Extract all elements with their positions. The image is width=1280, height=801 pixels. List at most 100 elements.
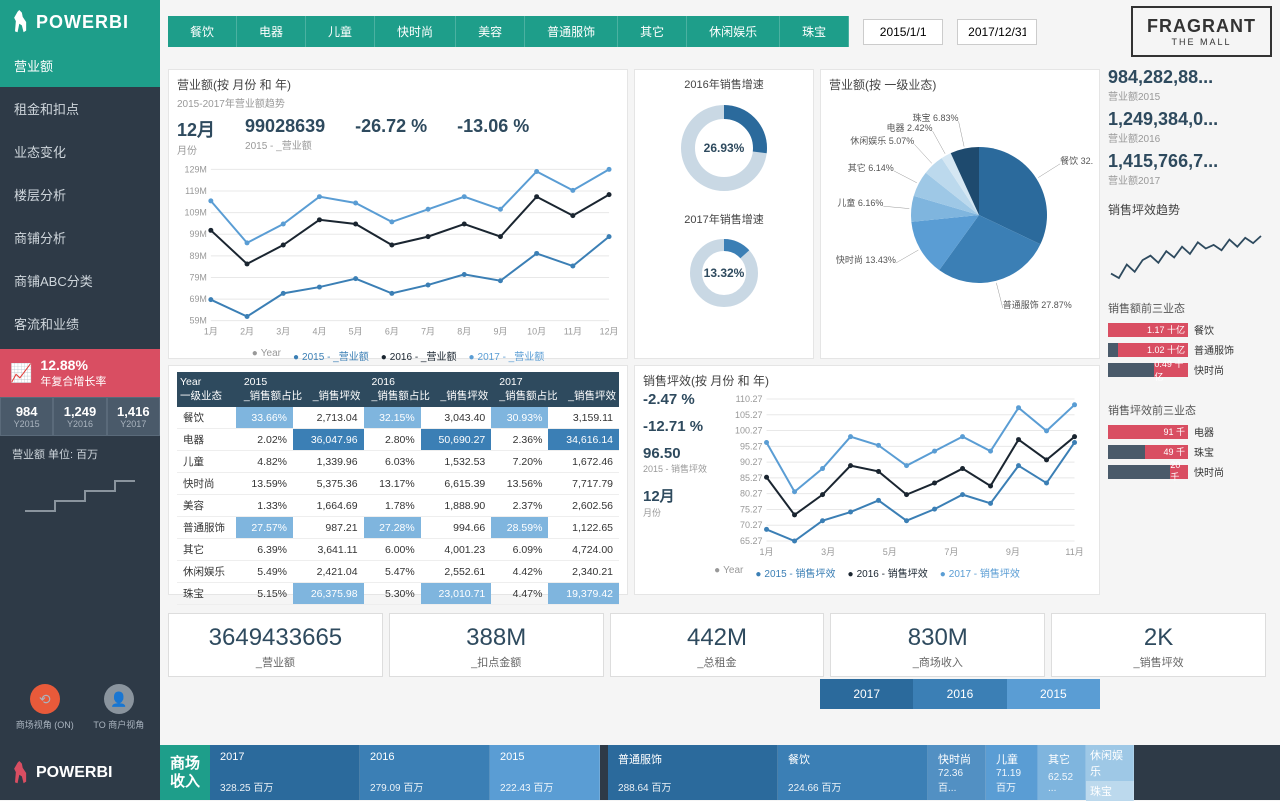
year-cell[interactable]: 1,416Y2017 — [107, 397, 160, 436]
treemap-seg[interactable]: 餐饮224.66 百万 — [778, 745, 928, 800]
logo: POWERBI — [0, 0, 160, 44]
top3-title: 销售额前三业态 — [1108, 300, 1264, 316]
svg-text:7月: 7月 — [421, 327, 435, 337]
top3-bar: 49 千 珠宝 — [1108, 444, 1264, 459]
treemap-seg[interactable]: 儿童71.19 百万 — [986, 745, 1038, 800]
tab-普通服饰[interactable]: 普通服饰 — [525, 16, 618, 47]
svg-text:109M: 109M — [185, 208, 207, 218]
nav-6[interactable]: 客流和业绩 — [0, 302, 160, 345]
bottom-logo: POWERBI — [0, 745, 160, 800]
tab-美容[interactable]: 美容 — [456, 16, 525, 47]
stat: 990286392015 - _营业额 — [245, 116, 325, 157]
svg-text:69M: 69M — [189, 294, 206, 304]
svg-text:其它 6.14%: 其它 6.14% — [848, 162, 894, 173]
svg-text:129M: 129M — [185, 164, 207, 174]
svg-text:9月: 9月 — [493, 327, 507, 337]
treemap-seg[interactable]: 2016279.09 百万 — [360, 745, 490, 800]
svg-text:13.32%: 13.32% — [704, 266, 745, 280]
top3-bar: 20 千 快时尚 — [1108, 464, 1264, 479]
top3-bar: 1.17 十亿 餐饮 — [1108, 322, 1264, 337]
treemap-seg[interactable]: 珠宝 — [1086, 781, 1134, 801]
svg-text:70.27: 70.27 — [740, 520, 763, 530]
year-total: 984,282,88...营业额2015 — [1108, 67, 1264, 103]
category-tabs: 餐饮电器儿童快时尚美容普通服饰其它休闲娱乐珠宝 — [168, 16, 849, 47]
svg-text:80.27: 80.27 — [740, 489, 763, 499]
bottom-treemap: POWERBI 商场收入 2017328.25 百万2016279.09 百万2… — [0, 745, 1280, 800]
tab-休闲娱乐[interactable]: 休闲娱乐 — [687, 16, 780, 47]
nav-2[interactable]: 业态变化 — [0, 130, 160, 173]
eff-stat: 96.502015 - 销售坪效 — [643, 445, 718, 475]
year-tab[interactable]: 2015 — [1007, 679, 1100, 709]
svg-text:9月: 9月 — [1006, 547, 1020, 557]
nav-4[interactable]: 商铺分析 — [0, 216, 160, 259]
kpi-card: 2K_销售坪效 — [1051, 613, 1266, 677]
svg-text:110.27: 110.27 — [736, 394, 763, 404]
tab-珠宝[interactable]: 珠宝 — [780, 16, 849, 47]
step-sparkline — [12, 476, 148, 516]
stat: 12月月份 — [177, 116, 215, 157]
svg-text:10月: 10月 — [527, 327, 546, 337]
treemap-seg[interactable]: 普通服饰288.64 百万 — [608, 745, 778, 800]
view-toggle-1[interactable]: 👤TO 商户视角 — [93, 684, 144, 731]
nav-5[interactable]: 商铺ABC分类 — [0, 259, 160, 302]
tab-餐饮[interactable]: 餐饮 — [168, 16, 237, 47]
year-total: 1,249,384,0...营业额2016 — [1108, 109, 1264, 145]
treemap-seg[interactable]: 休闲娱乐 — [1086, 745, 1134, 781]
bottom-label: 商场收入 — [160, 745, 210, 800]
topbar: 餐饮电器儿童快时尚美容普通服饰其它休闲娱乐珠宝 FRAGRANT THE MAL… — [168, 6, 1272, 57]
nav-0[interactable]: 营业额 — [0, 44, 160, 87]
svg-text:1月: 1月 — [759, 547, 773, 557]
treemap-seg[interactable]: 2015222.43 百万 — [490, 745, 600, 800]
view-toggle-0[interactable]: ⟲商场视角 (ON) — [16, 684, 74, 731]
top3-title: 销售坪效前三业态 — [1108, 402, 1264, 418]
svg-text:5月: 5月 — [349, 327, 363, 337]
right-panel: 984,282,88...营业额2015 1,249,384,0...营业额201… — [1106, 63, 1266, 607]
main-content: 餐饮电器儿童快时尚美容普通服饰其它休闲娱乐珠宝 FRAGRANT THE MAL… — [160, 0, 1280, 745]
brand-logo: FRAGRANT THE MALL — [1131, 6, 1272, 57]
svg-text:12月: 12月 — [600, 327, 619, 337]
svg-text:11月: 11月 — [564, 327, 582, 337]
sales-line-chart: 营业额(按 月份 和 年) 2015-2017年营业额趋势 12月月份99028… — [168, 69, 628, 359]
kpi-card: 388M_扣点金额 — [389, 613, 604, 677]
svg-text:2月: 2月 — [240, 327, 254, 337]
year-tab[interactable]: 2016 — [913, 679, 1006, 709]
svg-text:珠宝 6.83%: 珠宝 6.83% — [913, 112, 959, 123]
tab-电器[interactable]: 电器 — [237, 16, 306, 47]
donut: 2016年销售增速 26.93% — [643, 76, 805, 203]
tab-快时尚[interactable]: 快时尚 — [375, 16, 456, 47]
treemap-seg[interactable]: 2017328.25 百万 — [210, 745, 360, 800]
kpi-card: 3649433665_营业额 — [168, 613, 383, 677]
trend-icon: 📈 — [10, 363, 32, 384]
svg-text:119M: 119M — [185, 186, 207, 196]
year-cell[interactable]: 1,249Y2016 — [53, 397, 106, 436]
category-table: Year一级业态2015_销售额占比_销售坪效2016_销售额占比_销售坪效20… — [168, 365, 628, 595]
nav-3[interactable]: 楼层分析 — [0, 173, 160, 216]
svg-text:90.27: 90.27 — [740, 457, 763, 467]
svg-text:普通服饰 27.87%: 普通服饰 27.87% — [1003, 299, 1072, 310]
stat: -26.72 % — [355, 116, 427, 157]
svg-text:电器 2.42%: 电器 2.42% — [887, 122, 933, 133]
date-from-input[interactable] — [863, 19, 943, 45]
tab-其它[interactable]: 其它 — [618, 16, 687, 47]
eff-stat: 12月月份 — [643, 485, 718, 519]
tab-儿童[interactable]: 儿童 — [306, 16, 375, 47]
cagr-card: 📈 12.88% 年复合增长率 — [0, 349, 160, 397]
svg-text:85.27: 85.27 — [740, 473, 763, 483]
date-to-input[interactable] — [957, 19, 1037, 45]
year-tabs: 201720162015 — [820, 679, 1100, 709]
year-tab[interactable]: 2017 — [820, 679, 913, 709]
unit-label: 营业额 单位: 百万 — [0, 436, 160, 472]
svg-text:3月: 3月 — [276, 327, 290, 337]
cagr-value: 12.88% — [40, 357, 106, 373]
kpi-card: 442M_总租金 — [610, 613, 825, 677]
year-cell[interactable]: 984Y2015 — [0, 397, 53, 436]
treemap-seg[interactable]: 快时尚72.36 百... — [928, 745, 986, 800]
svg-text:79M: 79M — [189, 272, 206, 282]
treemap-seg[interactable]: 其它62.52 ... — [1038, 745, 1086, 800]
donut: 2017年销售增速 13.32% — [643, 211, 805, 318]
giraffe-icon — [12, 761, 30, 785]
svg-text:89M: 89M — [189, 251, 206, 261]
svg-text:8月: 8月 — [457, 327, 471, 337]
nav-1[interactable]: 租金和扣点 — [0, 87, 160, 130]
svg-text:6月: 6月 — [385, 327, 399, 337]
